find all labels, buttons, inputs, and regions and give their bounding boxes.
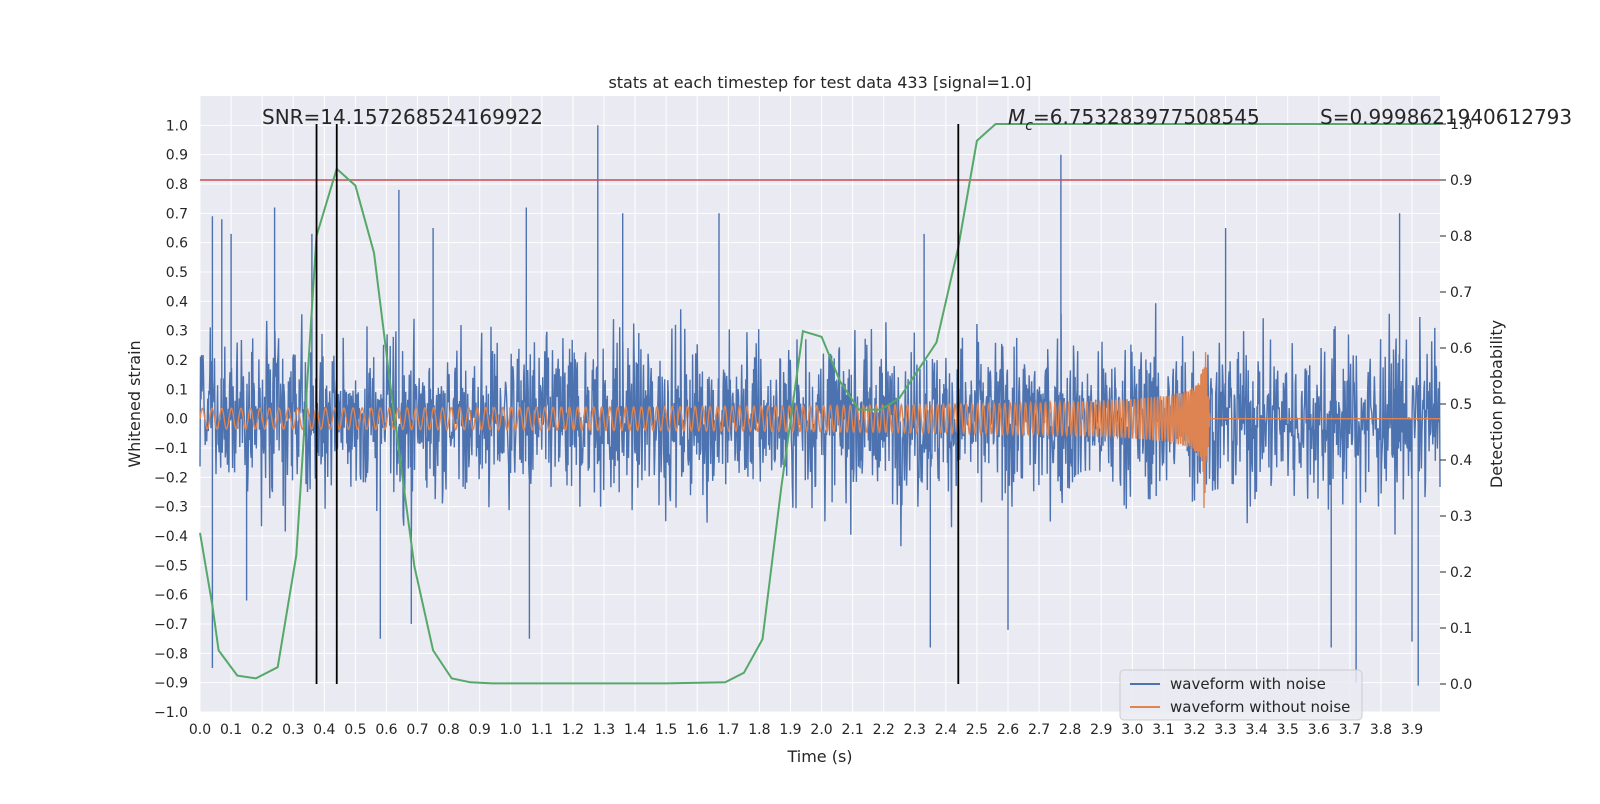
legend-box xyxy=(1119,669,1363,721)
x-tick-label: 1.2 xyxy=(562,722,584,738)
y-axis-left-label: Whitened strain xyxy=(125,340,144,467)
x-tick-label: 2.9 xyxy=(1090,722,1112,738)
x-tick-label: 3.8 xyxy=(1370,722,1392,738)
y-left-tick-label: 0.5 xyxy=(166,265,188,281)
x-tick-label: 0.3 xyxy=(282,722,304,738)
y-right-tick-label: 0.0 xyxy=(1450,677,1472,693)
y-right-tick-label: 0.4 xyxy=(1450,453,1472,469)
series-detection-probability xyxy=(199,123,1440,685)
x-tick-label: 2.6 xyxy=(997,722,1019,738)
grid xyxy=(199,96,1440,713)
y-left-tick-label: 0.0 xyxy=(166,412,188,428)
mc-subscript: c xyxy=(1025,118,1033,134)
x-tick-label: 1.3 xyxy=(593,722,615,738)
y-left-tick-label: −0.7 xyxy=(154,617,188,633)
x-tick-label: 3.1 xyxy=(1152,722,1174,738)
x-tick-label: 2.5 xyxy=(966,722,988,738)
x-tick-label: 3.7 xyxy=(1339,722,1361,738)
y-left-tick-label: −1.0 xyxy=(154,705,188,721)
x-tick-label: 2.3 xyxy=(904,722,926,738)
y-left-tick-label: 0.1 xyxy=(166,382,188,398)
x-tick-label: 0.9 xyxy=(469,722,491,738)
y-right-tick-label: 0.3 xyxy=(1450,509,1472,525)
y-left-tick-label: −0.1 xyxy=(154,441,188,457)
mc-symbol: M xyxy=(1008,105,1025,129)
y-right-tick-label: 0.6 xyxy=(1450,341,1472,357)
s-annotation: S=0.9998621940612793 xyxy=(1320,105,1572,129)
x-tick-label: 0.0 xyxy=(189,722,211,738)
y-right-tick-label: 0.9 xyxy=(1450,173,1472,189)
y-left-tick-label: 0.8 xyxy=(166,177,188,193)
series-waveform-with-noise xyxy=(199,125,1441,686)
y-axis-left-ticks: 1.0 0.9 0.8 0.7 0.6 0.5 0.4 0.3 0.2 0.1 0.0 −0.1 −0.… xyxy=(154,118,188,721)
x-tick-label: 1.8 xyxy=(748,722,770,738)
x-tick-label: 3.2 xyxy=(1183,722,1205,738)
x-tick-label: 3.4 xyxy=(1246,722,1268,738)
y-left-tick-label: −0.2 xyxy=(154,470,188,486)
x-tick-label: 0.5 xyxy=(344,722,366,738)
x-tick-label: 3.0 xyxy=(1121,722,1143,738)
legend-label-clean: waveform without noise xyxy=(1170,698,1350,716)
y-axis-right-ticks: 1.0 0.9 0.8 0.7 0.6 0.5 0.4 0.3 0.2 0.1 0.0 xyxy=(1440,117,1472,693)
y-right-tick-label: 0.2 xyxy=(1450,565,1472,581)
x-tick-label: 2.0 xyxy=(810,722,832,738)
y-left-tick-label: −0.5 xyxy=(154,558,188,574)
x-axis-label: Time (s) xyxy=(786,747,852,766)
x-tick-label: 0.8 xyxy=(437,722,459,738)
x-tick-label: 0.1 xyxy=(220,722,242,738)
x-tick-label: 2.8 xyxy=(1059,722,1081,738)
x-tick-label: 0.4 xyxy=(313,722,335,738)
y-left-tick-label: 0.6 xyxy=(166,236,188,252)
y-left-tick-label: −0.8 xyxy=(154,646,188,662)
x-tick-label: 3.9 xyxy=(1401,722,1423,738)
x-tick-label: 3.3 xyxy=(1214,722,1236,738)
x-tick-label: 1.6 xyxy=(686,722,708,738)
snr-annotation: SNR=14.157268524169922 xyxy=(262,105,543,129)
y-left-tick-label: 0.4 xyxy=(166,294,188,310)
x-tick-label: 3.5 xyxy=(1277,722,1299,738)
y-right-tick-label: 0.8 xyxy=(1450,229,1472,245)
y-left-tick-label: 1.0 xyxy=(166,118,188,134)
x-tick-label: 1.1 xyxy=(531,722,553,738)
x-tick-label: 3.6 xyxy=(1308,722,1330,738)
series-waveform-without-noise xyxy=(199,352,1440,508)
x-tick-label: 0.6 xyxy=(375,722,397,738)
x-tick-label: 0.7 xyxy=(406,722,428,738)
y-left-tick-label: 0.9 xyxy=(166,148,188,164)
y-left-tick-label: −0.6 xyxy=(154,588,188,604)
x-tick-label: 1.5 xyxy=(655,722,677,738)
x-tick-label: 2.2 xyxy=(873,722,895,738)
y-left-tick-label: 0.7 xyxy=(166,206,188,222)
legend: waveform with noise waveform without noi… xyxy=(1119,669,1363,721)
y-left-tick-label: −0.9 xyxy=(154,676,188,692)
y-right-tick-label: 0.1 xyxy=(1450,621,1472,637)
x-axis-ticks: 0.0 0.1 0.2 0.3 0.4 0.5 0.6 0.7 0.8 0.9 1.0 1.1 1.2 1… xyxy=(189,722,1423,738)
y-right-tick-label: 1.0 xyxy=(1450,117,1472,133)
mc-value: =6.753283977508545 xyxy=(1033,105,1260,129)
y-right-tick-label: 0.7 xyxy=(1450,285,1472,301)
x-tick-label: 2.1 xyxy=(841,722,863,738)
mc-annotation: Mc=6.753283977508545 xyxy=(1008,105,1260,134)
x-tick-label: 2.7 xyxy=(1028,722,1050,738)
chart-title: stats at each timestep for test data 433… xyxy=(608,73,1031,92)
x-tick-label: 1.0 xyxy=(500,722,522,738)
y-left-tick-label: −0.3 xyxy=(154,500,188,516)
y-left-tick-label: 0.2 xyxy=(166,353,188,369)
plot-area xyxy=(199,123,1441,686)
x-tick-label: 0.2 xyxy=(251,722,273,738)
y-right-tick-label: 0.5 xyxy=(1450,397,1472,413)
y-axis-right-label: Detection probability xyxy=(1487,320,1506,488)
x-tick-label: 1.4 xyxy=(624,722,646,738)
y-left-tick-label: 0.3 xyxy=(166,324,188,340)
y-left-tick-label: −0.4 xyxy=(154,529,188,545)
x-tick-label: 2.4 xyxy=(935,722,957,738)
x-tick-label: 1.7 xyxy=(717,722,739,738)
legend-label-noise: waveform with noise xyxy=(1170,675,1326,693)
x-tick-label: 1.9 xyxy=(779,722,801,738)
